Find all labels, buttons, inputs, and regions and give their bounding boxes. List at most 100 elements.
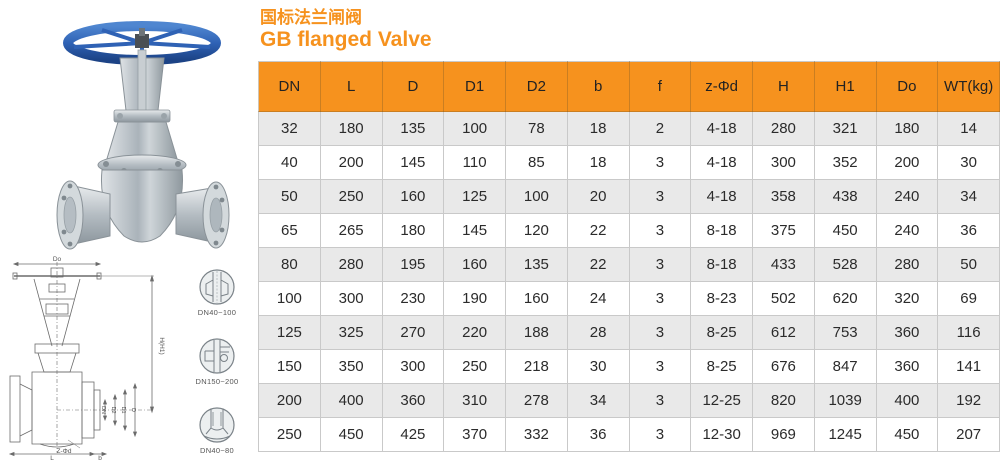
table-cell: 207 <box>937 417 1000 452</box>
table-cell: 135 <box>505 247 568 282</box>
table-cell: 310 <box>443 383 506 418</box>
detail-view-3: DN40~80 <box>178 406 256 455</box>
table-cell: 240 <box>875 179 939 214</box>
table-cell: 65 <box>258 213 321 248</box>
table-row: 125 325 270 220 188 28 3 8-25 612 753 360 116 <box>258 315 1000 350</box>
column-header: z-Φd <box>690 61 753 112</box>
table-cell: 125 <box>258 315 321 350</box>
table-cell: 28 <box>566 315 630 350</box>
table-cell: 36 <box>566 417 630 452</box>
column-header: H1 <box>813 61 877 112</box>
table-cell: 200 <box>875 145 939 180</box>
table-cell: 280 <box>319 247 383 282</box>
table-cell: 2 <box>628 111 692 146</box>
column-header: D <box>381 61 445 112</box>
table-cell: 240 <box>875 213 939 248</box>
table-cell: 145 <box>443 213 506 248</box>
table-cell: 820 <box>752 383 815 418</box>
detail-circle-icon <box>199 338 235 374</box>
table-cell: 438 <box>813 179 877 214</box>
table-cell: 34 <box>566 383 630 418</box>
detail-caption: DN40~80 <box>200 446 234 455</box>
table-cell: 180 <box>875 111 939 146</box>
table-cell: 22 <box>566 213 630 248</box>
table-cell: 3 <box>628 213 692 248</box>
table-cell: 400 <box>319 383 383 418</box>
table-cell: 400 <box>875 383 939 418</box>
dim-label-h: H(H1) <box>158 337 165 354</box>
table-row: 50 250 160 125 100 20 3 4-18 358 438 240 34 <box>258 179 1000 214</box>
table-cell: 135 <box>381 111 445 146</box>
table-cell: 753 <box>813 315 877 350</box>
table-cell: 190 <box>443 281 506 316</box>
table-cell: 220 <box>443 315 506 350</box>
table-cell: 433 <box>752 247 815 282</box>
table-cell: 620 <box>813 281 877 316</box>
table-cell: 321 <box>813 111 877 146</box>
table-cell: 425 <box>381 417 445 452</box>
table-cell: 278 <box>505 383 568 418</box>
detail-view-2: DN150~200 <box>178 337 256 386</box>
table-row: 65 265 180 145 120 22 3 8-18 375 450 240 36 <box>258 213 1000 248</box>
table-cell: 3 <box>628 281 692 316</box>
table-row: 200 400 360 310 278 34 3 12-25 820 1039 400 192 <box>258 383 1000 418</box>
left-column: Do H(H1) DN D2 D1 D Z-Φd L b DN40~100 DN… <box>0 0 258 462</box>
table-cell: 360 <box>875 349 939 384</box>
table-cell: 200 <box>319 145 383 180</box>
detail-circle-icon <box>199 269 235 305</box>
table-cell: 332 <box>505 417 568 452</box>
table-cell: 200 <box>258 383 321 418</box>
table-cell: 218 <box>505 349 568 384</box>
table-cell: 676 <box>752 349 815 384</box>
table-cell: 230 <box>381 281 445 316</box>
table-cell: 192 <box>937 383 1000 418</box>
table-cell: 300 <box>319 281 383 316</box>
table-cell: 40 <box>258 145 321 180</box>
table-row: 40 200 145 110 85 18 3 4-18 300 352 200 30 <box>258 145 1000 180</box>
column-header: Do <box>875 61 939 112</box>
header-row: DN L D D1 D2 b f z-Φd H H1 Do WT(kg) <box>258 61 1000 112</box>
table-cell: 12-30 <box>690 417 753 452</box>
table-cell: 969 <box>752 417 815 452</box>
table-cell: 3 <box>628 349 692 384</box>
spec-table-body: 32 180 135 100 78 18 2 4-18 280 321 180 14 40 200 145 1… <box>258 111 1000 452</box>
table-cell: 160 <box>381 179 445 214</box>
dim-label-b: b <box>98 455 102 460</box>
table-cell: 8-18 <box>690 213 753 248</box>
dim-label-d1: D1 <box>120 406 126 413</box>
table-cell: 612 <box>752 315 815 350</box>
table-cell: 265 <box>319 213 383 248</box>
content-area: 国标法兰闸阀 GB flanged Valve DN L D D1 D2 b f z-Φd H H… <box>258 0 1000 462</box>
spec-table-head: DN L D D1 D2 b f z-Φd H H1 Do WT(kg) <box>258 61 1000 112</box>
table-cell: 8-18 <box>690 247 753 282</box>
detail-views: DN40~100 DN150~200 DN40~80 <box>178 268 256 475</box>
table-cell: 36 <box>937 213 1000 248</box>
detail-circle-icon <box>199 407 235 443</box>
table-row: 250 450 425 370 332 36 3 12-30 969 1245 450 207 <box>258 417 1000 452</box>
table-cell: 78 <box>505 111 568 146</box>
table-cell: 18 <box>566 111 630 146</box>
table-cell: 4-18 <box>690 179 753 214</box>
table-cell: 270 <box>381 315 445 350</box>
table-cell: 360 <box>381 383 445 418</box>
detail-caption: DN150~200 <box>195 377 239 386</box>
table-cell: 4-18 <box>690 111 753 146</box>
table-cell: 300 <box>752 145 815 180</box>
table-cell: 3 <box>628 383 692 418</box>
table-cell: 20 <box>566 179 630 214</box>
table-cell: 18 <box>566 145 630 180</box>
table-cell: 125 <box>443 179 506 214</box>
page-title-zh: 国标法兰闸阀 <box>260 8 362 27</box>
table-cell: 352 <box>813 145 877 180</box>
table-cell: 325 <box>319 315 383 350</box>
dim-label-d: D <box>130 408 136 412</box>
table-cell: 8-25 <box>690 315 753 350</box>
table-cell: 360 <box>875 315 939 350</box>
table-cell: 180 <box>319 111 383 146</box>
table-cell: 32 <box>258 111 321 146</box>
page-title-en: GB flanged Valve <box>260 28 432 52</box>
table-cell: 100 <box>258 281 321 316</box>
table-cell: 450 <box>319 417 383 452</box>
table-cell: 69 <box>937 281 1000 316</box>
column-header: H <box>752 61 815 112</box>
